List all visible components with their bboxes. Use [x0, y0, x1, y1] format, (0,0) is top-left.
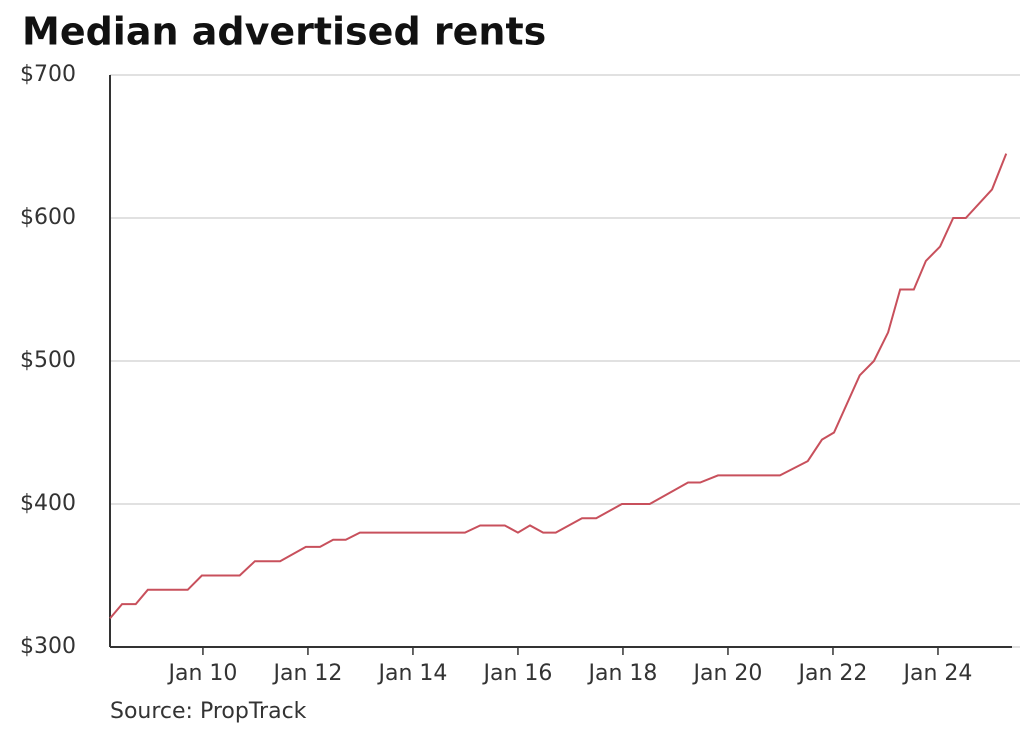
x-tick-label: Jan 10 [166, 661, 237, 686]
x-tick-label: Jan 18 [587, 661, 658, 686]
y-tick-label: $300 [20, 634, 76, 659]
x-tick-label: Jan 24 [902, 661, 973, 686]
x-tick-label: Jan 16 [481, 661, 552, 686]
x-tick-label: Jan 20 [692, 661, 763, 686]
y-tick-label: $600 [20, 205, 76, 230]
x-tick-label: Jan 12 [271, 661, 342, 686]
y-tick-label: $500 [20, 348, 76, 373]
source: Source: PropTrack [110, 699, 307, 724]
y-tick-label: $400 [20, 491, 76, 516]
x-tick-label: Jan 14 [376, 661, 447, 686]
chart-title: Median advertised rents [22, 10, 546, 54]
line [109, 153, 1008, 620]
x-tick-label: Jan 22 [797, 661, 868, 686]
y-tick-label: $700 [20, 62, 76, 87]
